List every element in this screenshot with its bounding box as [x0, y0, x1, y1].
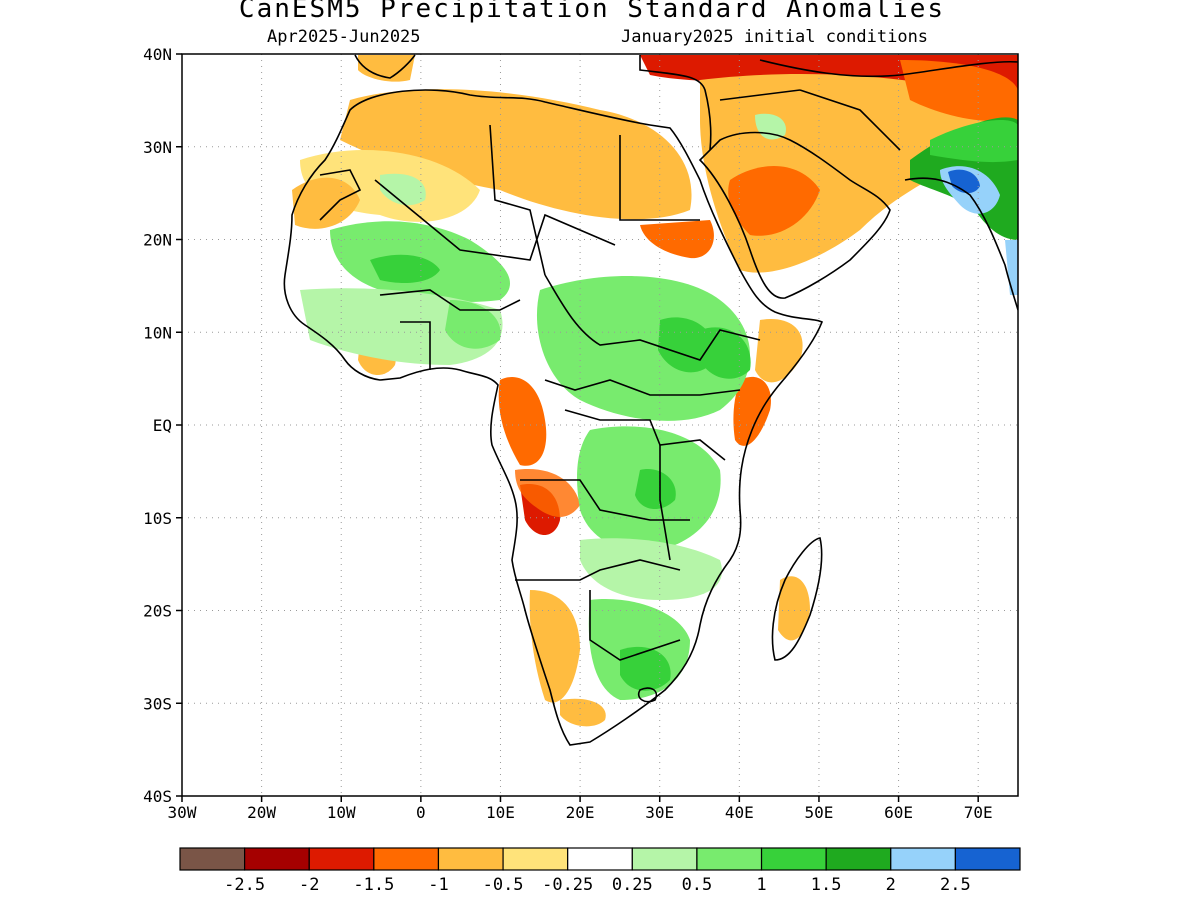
anomaly-patch-nigeria — [445, 300, 501, 349]
border-14 — [659, 445, 671, 561]
x-tick-label: 20E — [566, 803, 595, 822]
coastlines-and-borders — [283, 54, 1018, 746]
border-4 — [619, 135, 700, 221]
iberia-coastline — [354, 54, 416, 79]
colorbar-swatch — [696, 847, 763, 871]
y-tick-label: 40S — [143, 787, 172, 806]
y-tick-label: 10S — [143, 509, 172, 528]
border-13 — [637, 687, 658, 703]
colorbar-swatch — [244, 847, 310, 871]
anomaly-patch-iran — [900, 60, 1018, 122]
border-9 — [564, 409, 726, 461]
border-1 — [319, 169, 362, 221]
border-11 — [515, 559, 681, 581]
arabia-coastline — [698, 131, 891, 299]
colorbar-swatch — [825, 847, 892, 871]
anomaly-patch-sahel-core — [370, 254, 440, 283]
colorbar-label: -1.5 — [353, 875, 394, 895]
anomaly-patch-india-light — [930, 120, 1018, 163]
colorbar-label: 0.25 — [612, 875, 653, 895]
anomaly-patch-kenya — [733, 376, 771, 446]
border-16 — [719, 89, 801, 101]
colorbar-label: 1.5 — [811, 875, 842, 895]
border-6 — [379, 289, 521, 311]
colorbar-swatch — [179, 847, 246, 871]
anomaly-patch-zambia — [580, 538, 722, 600]
anomaly-patch-angola-outer — [515, 469, 580, 517]
anomaly-shading — [292, 55, 1018, 727]
colorbar-label: -2.5 — [224, 875, 265, 895]
border-5 — [544, 274, 761, 361]
anomaly-patch-south-africa — [560, 698, 606, 727]
y-tick-label: 40N — [143, 45, 172, 64]
x-tick-label: 60E — [884, 803, 913, 822]
anomaly-patch-north-africa — [340, 89, 692, 220]
y-tick-label: 20S — [143, 602, 172, 621]
season-subtitle: Apr2025-Jun2025 — [267, 27, 421, 47]
x-tick-label: 70E — [964, 803, 993, 822]
x-tick-label: 10W — [327, 803, 356, 822]
colorbar-swatch — [373, 847, 440, 871]
colorbar-label: 0.5 — [682, 875, 713, 895]
africa-coastline — [283, 89, 823, 746]
x-tick-label: 50E — [804, 803, 833, 822]
x-tick-label: 30E — [645, 803, 674, 822]
border-15 — [799, 89, 901, 151]
colorbar-swatch — [890, 847, 956, 871]
x-tick-label: 30W — [168, 803, 197, 822]
anomaly-patch-madagascar — [778, 576, 810, 641]
y-tick-label: 10N — [143, 323, 172, 342]
border-7 — [400, 321, 431, 370]
x-tick-label: 40E — [725, 803, 754, 822]
colorbar-label: -0.25 — [542, 875, 593, 895]
colorbar-swatch — [437, 847, 504, 871]
anomaly-patch-namibia — [529, 590, 580, 703]
colorbar-label: -0.5 — [483, 875, 524, 895]
anomaly-patch-west-africa — [292, 177, 360, 229]
anomaly-patch-congo — [498, 376, 547, 466]
y-tick-label: 30N — [143, 138, 172, 157]
anomaly-patch-spain — [358, 55, 415, 82]
anomaly-patch-east-africa-core — [635, 469, 676, 510]
anomaly-patch-southern-africa-core — [620, 646, 671, 691]
border-3 — [489, 124, 546, 276]
y-tick-label: EQ — [153, 416, 172, 435]
colorbar-swatch — [760, 847, 827, 871]
y-tick-label: 30S — [143, 694, 172, 713]
colorbar-label: -1 — [428, 875, 448, 895]
map-title: CanESM5 Precipitation Standard Anomalies — [238, 0, 946, 24]
colorbar-swatch — [631, 847, 698, 871]
anomaly-patch-mali — [380, 173, 426, 206]
map-axes: 30W 20W 10W 0 10E 20E 30E 40E 50E 60E 70E 40N 30N 20N… — [143, 45, 993, 822]
border-8 — [544, 379, 741, 396]
colorbar: -2.5 -2 -1.5 -1 -0.5 -0.25 0.25 0.5 1 1.5 2 2.5 — [179, 847, 1021, 895]
border-2 — [374, 179, 616, 261]
x-tick-label: 20W — [247, 803, 276, 822]
anomaly-patch-sudan — [640, 220, 714, 259]
colorbar-label: 1 — [756, 875, 766, 895]
anomaly-patch-ethiopia-east — [755, 319, 803, 383]
x-tick-label: 0 — [416, 803, 426, 822]
middle-east-coastline — [639, 55, 1018, 151]
madagascar-coastline — [771, 537, 823, 661]
india-coastline — [904, 177, 1018, 311]
colorbar-label: 2.5 — [940, 875, 971, 895]
anomaly-patch-arabia — [728, 166, 820, 236]
border-12 — [589, 590, 681, 661]
colorbar-swatch — [502, 847, 569, 871]
colorbar-label: -2 — [299, 875, 319, 895]
x-tick-label: 10E — [486, 803, 515, 822]
anomaly-patch-central-africa — [536, 276, 750, 421]
colorbar-label: 2 — [886, 875, 896, 895]
colorbar-swatch — [567, 847, 633, 871]
anomaly-patch-pakistan-coast-core — [948, 169, 980, 194]
colorbar-swatch — [954, 847, 1021, 871]
initial-conditions-subtitle: January2025 initial conditions — [621, 27, 929, 47]
anomaly-patch-india-south — [1005, 240, 1018, 295]
colorbar-swatch — [308, 847, 375, 871]
y-tick-label: 20N — [143, 231, 172, 250]
map-grid — [182, 54, 1018, 796]
